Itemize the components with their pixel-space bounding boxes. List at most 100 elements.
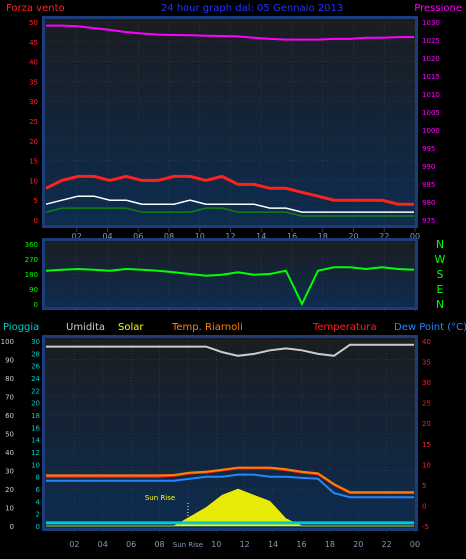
x-tick-label: 06: [126, 540, 136, 549]
x-tick-label: 20: [348, 232, 358, 241]
temperature-axis: -5 0 5 10 15 20 25 30 35 40: [422, 338, 431, 531]
y-tick-label: 10: [422, 461, 431, 469]
series-line-dew-point: [46, 473, 414, 499]
y-tick-label: 995: [422, 145, 435, 153]
wind-speed-label: Forza vento: [6, 3, 65, 14]
y-tick-label: 25: [29, 118, 38, 126]
y-tick-label: 30: [5, 468, 14, 476]
y-tick-label: 0: [10, 523, 14, 531]
y-tick-label: 0: [36, 523, 40, 531]
y-tick-label: 50: [29, 19, 38, 27]
y-tick-label: 1025: [422, 37, 440, 45]
y-tick-label: 22: [31, 387, 40, 395]
x-tick-label: 02: [69, 540, 79, 549]
y-tick-label: 2: [36, 511, 40, 519]
x-tick-label: 18: [318, 232, 328, 241]
x-tick-label: 00: [410, 232, 420, 241]
y-tick-label: 40: [29, 59, 38, 67]
y-tick-label: 1005: [422, 109, 440, 117]
series-line-solar: [46, 488, 414, 527]
series-line-wind-direction: [45, 266, 415, 307]
x-tick-label: 08: [164, 232, 174, 241]
y-tick-label: 14: [31, 437, 40, 445]
y-tick-label: 8: [36, 474, 40, 482]
bottom-x-axis: 02 04 06 08 Sun Rise 10 12 14 16 18 20 22 00: [69, 528, 420, 549]
y-tick-label: 26: [31, 363, 40, 371]
compass-label: E: [437, 283, 444, 296]
y-tick-label: -5: [422, 523, 429, 531]
pressure-label: Pressione: [414, 3, 462, 14]
y-tick-label: 70: [5, 394, 14, 402]
y-tick-label: 1020: [422, 55, 440, 63]
y-tick-label: 40: [422, 338, 431, 346]
feels-like-label: Temp. Riarnoli: [171, 322, 243, 333]
top-x-axis: 02 04 06 08 10 12 14 16 18 20 22 00: [72, 228, 420, 241]
top-series: [45, 24, 414, 217]
series-line-forza-vento: [45, 174, 414, 206]
y-tick-label: 985: [422, 181, 435, 189]
x-tick-label: 10: [211, 540, 221, 549]
compass-label: N: [436, 238, 444, 251]
y-tick-label: 975: [422, 217, 435, 225]
series-line-forza-vento-media-: [45, 195, 414, 213]
dew-point-label: Dew Point (°C): [394, 322, 466, 333]
y-tick-label: 20: [29, 138, 38, 146]
x-tick-label: 04: [102, 232, 112, 241]
humidity-axis: 0 10 20 30 40 50 60 70 80 90 100: [1, 338, 14, 531]
x-tick-label: 00: [410, 540, 420, 549]
middle-left-axis: 0 90 180 270 360: [25, 241, 38, 309]
temperature-label: Temperatura: [312, 322, 377, 333]
y-tick-label: 15: [422, 441, 431, 449]
humidity-label: Umidita: [66, 322, 105, 333]
y-tick-label: 20: [422, 420, 431, 428]
y-tick-label: 100: [1, 338, 14, 346]
middle-series: [45, 266, 415, 307]
y-tick-label: 45: [29, 39, 38, 47]
chart-title: 24 hour graph dal: 05 Gennaio 2013: [161, 3, 343, 14]
y-tick-label: 16: [31, 424, 40, 432]
y-tick-label: 1030: [422, 19, 440, 27]
x-tick-label: 22: [379, 232, 389, 241]
series-line-temp-riarnoli: [46, 466, 414, 494]
y-tick-label: 10: [5, 505, 14, 513]
bottom-grid: [45, 340, 416, 527]
y-tick-label: 30: [31, 338, 40, 346]
series-line-forza-vento-raffica-: [45, 207, 414, 217]
y-tick-label: 0: [34, 301, 38, 309]
y-tick-label: 25: [422, 400, 431, 408]
y-tick-label: 0: [34, 217, 38, 225]
series-line-umidita: [46, 343, 414, 357]
x-tick-label: 20: [353, 540, 363, 549]
y-tick-label: 12: [31, 449, 40, 457]
x-tick-label: 14: [268, 540, 278, 549]
y-tick-label: 15: [29, 158, 38, 166]
y-tick-label: 5: [422, 482, 426, 490]
y-tick-label: 35: [29, 78, 38, 86]
y-tick-label: 6: [36, 486, 41, 494]
x-tick-label: 16: [287, 232, 297, 241]
y-tick-label: 10: [29, 177, 38, 185]
y-tick-label: 24: [31, 375, 40, 383]
y-tick-label: 50: [5, 431, 14, 439]
compass-label: S: [437, 268, 444, 281]
x-tick-label: 10: [195, 232, 205, 241]
y-tick-label: 40: [5, 449, 14, 457]
sunrise-label: Sun Rise: [145, 494, 175, 502]
y-tick-label: 20: [31, 400, 40, 408]
x-tick-label: 12: [240, 540, 250, 549]
y-tick-label: 270: [25, 256, 38, 264]
y-tick-label: 1000: [422, 127, 440, 135]
y-tick-label: 5: [34, 197, 38, 205]
y-tick-label: 90: [5, 357, 14, 365]
x-tick-label: 06: [133, 232, 143, 241]
y-tick-label: 30: [422, 379, 431, 387]
x-tick-label: 14: [256, 232, 266, 241]
x-tick-label: 12: [225, 232, 235, 241]
compass-label: W: [435, 253, 446, 266]
x-tick-label: 22: [382, 540, 392, 549]
